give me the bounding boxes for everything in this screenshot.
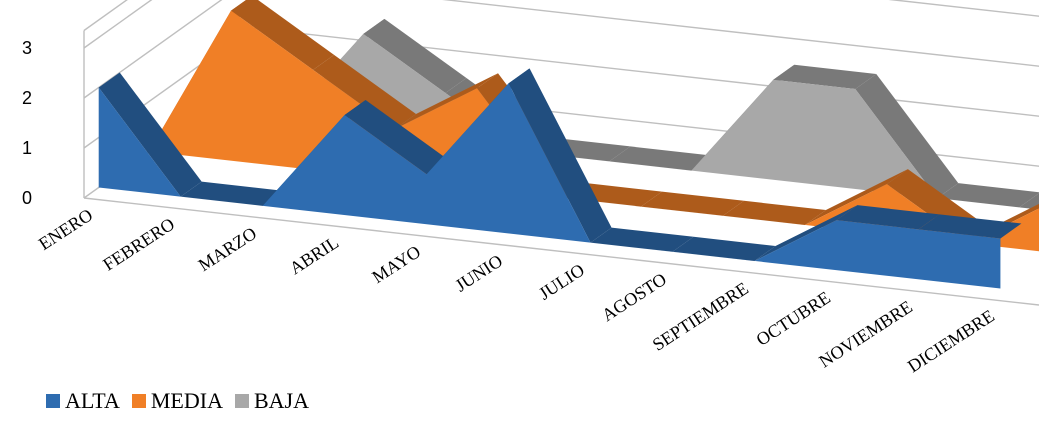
legend-item-alta: ALTA (46, 388, 120, 414)
floor-front-line (83, 197, 1039, 306)
y-tick-label: 0 (22, 188, 32, 208)
series-edge-segment (180, 181, 284, 206)
legend-label-alta: ALTA (65, 388, 120, 413)
series-edge-segment (98, 72, 202, 197)
x-category-label: DICIEMBRE (904, 306, 998, 377)
series-face-alta (98, 83, 1001, 289)
series-edge-segment (590, 227, 694, 252)
legend-swatch-media (131, 394, 146, 408)
series-edge-segment (508, 68, 612, 243)
series-edge-segment (672, 236, 776, 261)
series-edge-segment (313, 54, 417, 130)
x-category-label: JULIO (535, 260, 588, 304)
series-edge-segment (231, 0, 335, 70)
series-edge-segment (395, 73, 498, 130)
series-edge-segment (609, 146, 713, 171)
series-alta (98, 68, 1022, 289)
series-edge-segment (855, 73, 959, 199)
back-gridline (442, 0, 1039, 67)
y-axis-ticks: 0 1 2 3 (22, 38, 32, 208)
series-edge-segment (640, 191, 744, 216)
series-edge-segment (363, 18, 467, 94)
x-category-label: MAYO (368, 241, 424, 287)
series-edge-segment (937, 183, 1039, 208)
legend-item-baja: BAJA (234, 388, 309, 414)
x-category-label: NOVIEMBRE (815, 296, 916, 371)
x-category-label: ABRIL (286, 232, 342, 278)
series-edge-segment (754, 205, 858, 261)
legend-swatch-baja (234, 394, 249, 408)
series-edge-segment (804, 169, 908, 225)
x-category-label: JUNIO (452, 251, 507, 296)
x-category-label: FEBRERO (99, 214, 178, 275)
series-layer (98, 0, 1039, 289)
legend-item-media: MEDIA (131, 388, 223, 414)
side-top-line (83, 0, 128, 32)
legend-label-baja: BAJA (253, 388, 309, 413)
x-category-label: OCTUBRE (753, 287, 834, 350)
x-category-label: AGOSTO (598, 269, 670, 325)
legend-label-media: MEDIA (150, 388, 223, 413)
series-edge-segment (918, 214, 1022, 239)
series-edge-segment (344, 100, 448, 175)
series-edge-segment (1019, 193, 1039, 210)
y-tick-label: 3 (22, 38, 32, 58)
x-category-label: SEPTIEMBRE (649, 278, 752, 355)
legend: ALTA MEDIA BAJA (46, 388, 309, 414)
x-category-label: MARZO (195, 223, 260, 275)
series-edge-segment (773, 64, 877, 89)
legend-swatch-alta (46, 394, 60, 408)
series-edge-segment (722, 200, 826, 225)
series-face-media (149, 10, 1039, 252)
y-tick-label: 2 (22, 88, 32, 108)
y-tick-label: 1 (22, 138, 32, 158)
x-category-label: ENERO (35, 205, 96, 254)
side-gridline (83, 0, 153, 49)
series-face-baja (199, 33, 1039, 210)
series-edge-segment (836, 205, 940, 230)
